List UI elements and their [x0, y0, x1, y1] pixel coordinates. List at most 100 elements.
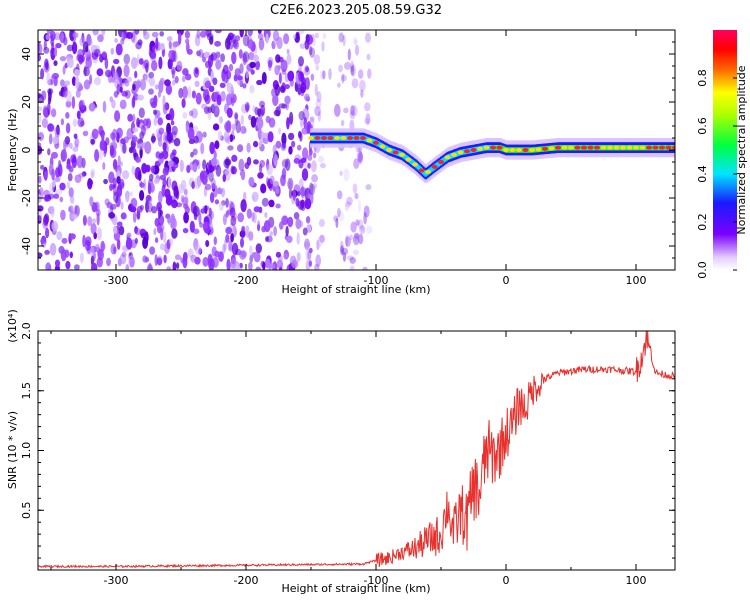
noise-speckle — [182, 256, 188, 269]
noise-speckle — [114, 110, 121, 122]
noise-speckle — [189, 220, 195, 233]
noise-speckle — [298, 56, 304, 67]
tone-peak — [392, 150, 399, 155]
noise-speckle — [63, 139, 67, 151]
noise-speckle — [357, 200, 362, 213]
noise-speckle — [237, 75, 243, 81]
noise-speckle — [184, 30, 190, 39]
noise-speckle — [115, 43, 123, 56]
noise-speckle — [203, 88, 210, 102]
noise-speckle — [46, 72, 51, 85]
noise-speckle — [217, 186, 222, 194]
noise-speckle — [57, 163, 63, 177]
noise-speckle — [249, 245, 253, 256]
noise-speckle — [202, 257, 209, 267]
noise-speckle — [214, 40, 222, 47]
x-tick-label: 100 — [626, 574, 647, 587]
colorbar-tick-label: 0.8 — [696, 69, 709, 87]
snr-y-label: SNR (10 * v/v) — [6, 411, 19, 489]
noise-speckle — [191, 90, 196, 99]
tone-peak — [639, 145, 646, 150]
noise-speckle — [278, 72, 282, 84]
noise-speckle — [119, 254, 127, 265]
noise-speckle — [237, 144, 244, 153]
tone-peak — [548, 146, 555, 151]
noise-speckle — [219, 116, 223, 124]
noise-speckle — [346, 196, 353, 206]
noise-speckle — [168, 40, 172, 50]
noise-speckle — [181, 196, 189, 206]
noise-speckle — [126, 232, 132, 238]
noise-speckle — [231, 154, 238, 162]
noise-speckle — [335, 217, 339, 229]
noise-speckle — [49, 30, 56, 41]
noise-speckle — [272, 30, 280, 42]
spectrogram-y-label: Frequency (Hz) — [6, 109, 19, 192]
noise-speckle — [314, 32, 319, 39]
noise-speckle — [116, 221, 123, 227]
noise-speckle — [82, 130, 89, 137]
noise-speckle — [96, 212, 100, 226]
noise-speckle — [319, 162, 327, 169]
noise-speckle — [181, 98, 186, 108]
tone-peak — [340, 136, 347, 140]
noise-speckle — [98, 125, 104, 136]
noise-speckle — [209, 141, 215, 155]
noise-speckle — [174, 76, 179, 84]
noise-speckle — [235, 120, 241, 134]
noise-speckle — [275, 203, 281, 209]
noise-speckle — [153, 228, 157, 236]
noise-speckle — [85, 56, 92, 69]
noise-speckle — [89, 38, 93, 46]
noise-speckle — [138, 58, 144, 65]
colorbar-tick-label: 0.2 — [696, 213, 709, 231]
tone-peak — [529, 148, 535, 152]
tone-peak — [542, 146, 548, 151]
noise-speckle — [273, 180, 280, 189]
noise-speckle — [56, 231, 63, 241]
noise-speckle — [151, 31, 159, 38]
noise-speckle — [238, 49, 243, 59]
noise-speckle — [110, 47, 115, 55]
noise-speckle — [116, 83, 121, 95]
noise-speckle — [337, 82, 341, 88]
noise-speckle — [354, 193, 359, 200]
x-tick-label: 100 — [626, 274, 647, 287]
tone-peak — [626, 145, 633, 150]
tone-peak — [607, 145, 613, 150]
noise-speckle — [159, 223, 165, 233]
noise-speckle — [359, 224, 366, 235]
noise-speckle — [206, 32, 214, 41]
noise-speckle — [313, 183, 317, 189]
noise-speckle — [75, 138, 80, 145]
noise-speckle — [209, 222, 213, 229]
tone-peak — [425, 169, 431, 174]
noise-speckle — [131, 134, 138, 143]
noise-speckle — [365, 184, 372, 191]
noise-speckle — [38, 252, 43, 258]
noise-speckle — [49, 182, 54, 195]
noise-speckle — [313, 54, 321, 65]
noise-speckle — [94, 149, 100, 162]
noise-speckle — [166, 36, 173, 42]
noise-speckle — [45, 262, 52, 270]
colorbar-ticks: 0.0 0.2 0.4 0.6 0.8 — [696, 69, 737, 279]
noise-speckle — [357, 219, 364, 230]
noise-speckle — [151, 206, 158, 214]
noise-speckle — [239, 250, 247, 260]
noise-speckle — [198, 212, 202, 225]
noise-speckle — [231, 123, 237, 131]
noise-speckle — [171, 69, 175, 79]
noise-speckle — [46, 30, 53, 35]
noise-speckle — [349, 234, 354, 241]
noise-speckle — [287, 177, 294, 190]
noise-speckle — [53, 60, 58, 66]
noise-speckle — [224, 168, 231, 181]
noise-speckle — [112, 70, 118, 80]
noise-speckle — [132, 113, 136, 123]
noise-speckle — [82, 234, 86, 248]
noise-speckle — [287, 216, 294, 228]
noise-speckle — [255, 60, 260, 71]
noise-speckle — [124, 79, 130, 87]
noise-speckle — [269, 231, 274, 237]
